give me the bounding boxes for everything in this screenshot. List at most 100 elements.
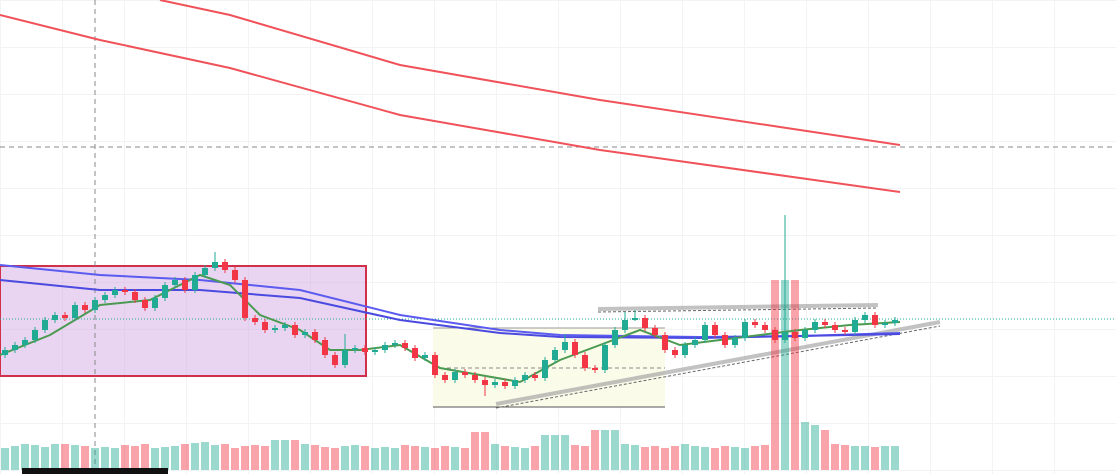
volume-bar xyxy=(81,446,89,470)
candle-body xyxy=(192,275,198,290)
candle-body xyxy=(672,350,678,355)
candle-body xyxy=(452,372,458,380)
volume-bar xyxy=(231,448,239,470)
candle-body xyxy=(732,338,738,345)
volume-bar xyxy=(641,447,649,470)
candle-body xyxy=(62,315,68,318)
volume-bar xyxy=(71,445,79,470)
volume-bar xyxy=(261,446,269,470)
candle-body xyxy=(592,368,598,370)
candle-body xyxy=(512,380,518,386)
candle-body xyxy=(852,320,858,332)
candle-body xyxy=(692,340,698,345)
candle-body xyxy=(2,350,8,355)
volume-bar xyxy=(141,444,149,470)
candle-body xyxy=(802,330,808,338)
volume-bar xyxy=(871,447,879,470)
candle-body xyxy=(172,280,178,285)
volume-bar xyxy=(761,445,769,470)
volume-bar xyxy=(251,445,259,470)
volume-bar xyxy=(461,448,469,470)
volume-bar xyxy=(191,443,199,470)
candle-body xyxy=(342,350,348,365)
volume-bar xyxy=(781,280,789,470)
volume-bar xyxy=(771,280,779,470)
volume-bar xyxy=(691,446,699,470)
moving-average xyxy=(159,0,901,146)
candle-body xyxy=(522,375,528,380)
candle-body xyxy=(12,345,18,350)
volume-bar xyxy=(821,430,829,470)
candle-body xyxy=(422,355,428,358)
candle-body xyxy=(662,335,668,350)
volume-bar xyxy=(431,448,439,470)
volume-bar xyxy=(591,430,599,470)
candle-body xyxy=(162,285,168,298)
volume-bar xyxy=(341,446,349,470)
candle-body xyxy=(312,332,318,340)
candle-body xyxy=(492,382,498,385)
volume-bar xyxy=(561,435,569,470)
candle-body xyxy=(142,300,148,308)
candle-body xyxy=(822,322,828,325)
volume-bar xyxy=(751,446,759,470)
volume-bar xyxy=(501,446,509,470)
candle-body xyxy=(102,295,108,300)
volume-bar xyxy=(101,447,109,470)
candle-body xyxy=(632,318,638,320)
candle-body xyxy=(432,355,438,375)
volume-bar xyxy=(541,435,549,470)
candle-body xyxy=(872,315,878,325)
volume-bar xyxy=(571,445,579,470)
volume-bar xyxy=(441,446,449,470)
volume-bar xyxy=(31,445,39,470)
volume-bar xyxy=(891,446,899,470)
candle-body xyxy=(212,262,218,268)
candle-body xyxy=(622,320,628,330)
volume-bar xyxy=(61,444,69,470)
candle-body xyxy=(542,360,548,378)
candle-body xyxy=(792,332,798,338)
volume-bar xyxy=(331,448,339,470)
candle-body xyxy=(812,322,818,330)
candle-body xyxy=(552,350,558,360)
candle-body xyxy=(262,322,268,330)
volume-bar xyxy=(631,445,639,470)
candle-body xyxy=(572,342,578,355)
volume-bar xyxy=(741,448,749,470)
volume-bar xyxy=(581,446,589,470)
candle-body xyxy=(82,305,88,310)
candle-body xyxy=(502,382,508,386)
volume-bar xyxy=(711,448,719,470)
volume-bar xyxy=(421,447,429,470)
volume-bar xyxy=(551,435,559,470)
candle-body xyxy=(612,330,618,345)
volume-bar xyxy=(201,442,209,470)
candle-body xyxy=(292,325,298,335)
candle-body xyxy=(832,325,838,330)
candle-body xyxy=(152,298,158,308)
candle-body xyxy=(562,342,568,350)
volume-bar xyxy=(271,440,279,470)
volume-bar xyxy=(471,432,479,470)
candle-body xyxy=(252,318,258,322)
volume-bar xyxy=(181,444,189,470)
scrollbar xyxy=(22,468,168,474)
candle-body xyxy=(232,270,238,280)
candle-body xyxy=(22,340,28,345)
candle-body xyxy=(302,332,308,335)
volume-bar xyxy=(371,448,379,470)
candle-body xyxy=(392,343,398,345)
volume-bar xyxy=(91,448,99,470)
candle-body xyxy=(862,315,868,320)
candle-body xyxy=(752,322,758,325)
volume-bar xyxy=(851,446,859,470)
candle-body xyxy=(42,320,48,330)
volume-bar xyxy=(451,447,459,470)
volume-bar xyxy=(651,446,659,470)
volume-bar xyxy=(861,446,869,470)
candle-body xyxy=(322,340,328,355)
volume-bar xyxy=(291,440,299,470)
candle-body xyxy=(382,345,388,350)
volume-bar xyxy=(161,447,169,470)
